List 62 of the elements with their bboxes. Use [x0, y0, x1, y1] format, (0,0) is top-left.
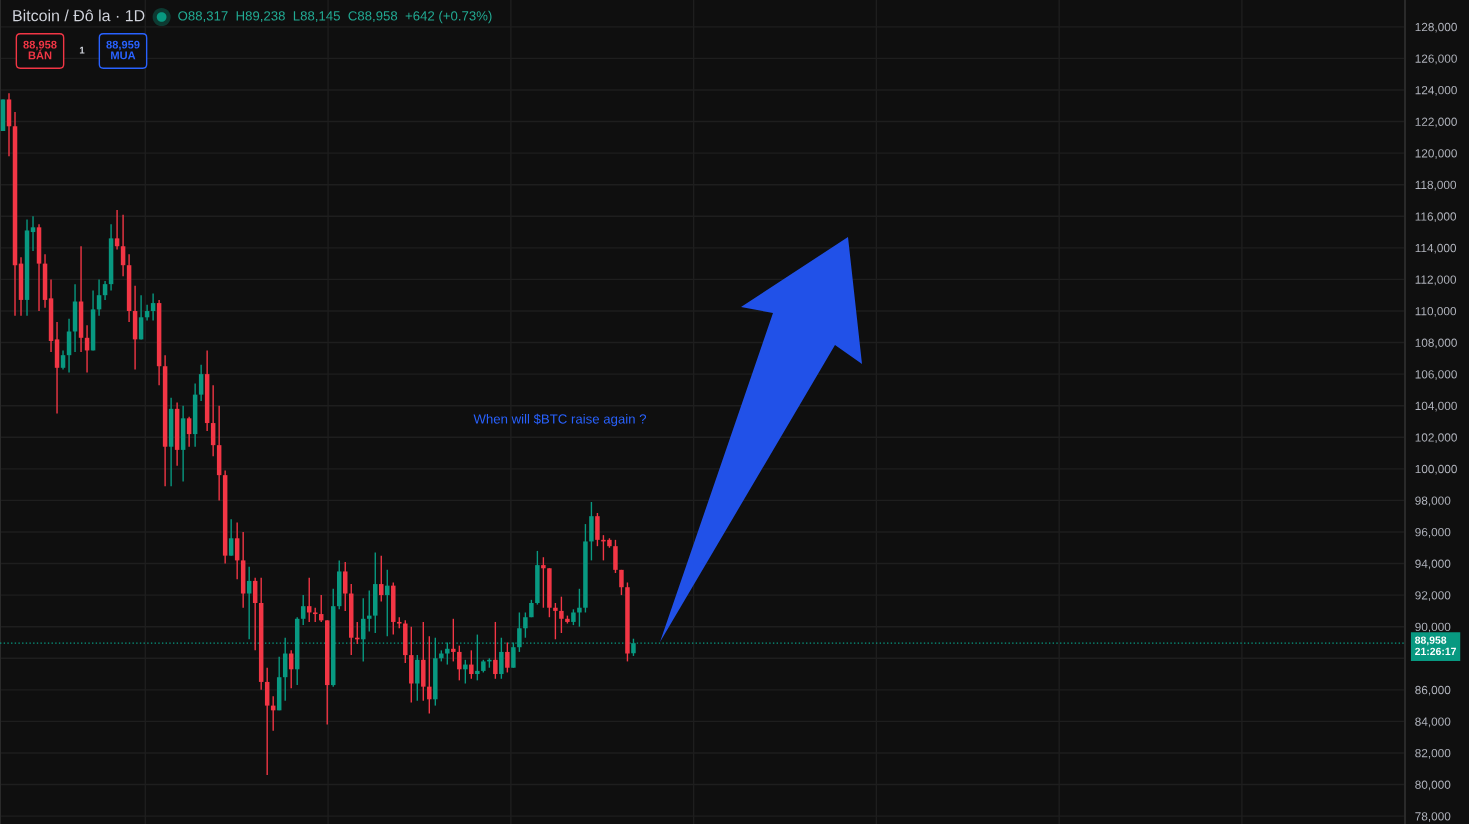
candlestick: [30, 215, 36, 252]
y-tick-label: 82,000: [1415, 749, 1451, 759]
candlestick: [427, 635, 432, 715]
y-tick-label: 100,000: [1415, 464, 1457, 475]
candlestick: [499, 637, 504, 680]
candlestick: [367, 589, 372, 633]
y-tick-label: 90,000: [1415, 622, 1451, 633]
y-tick-label: 92,000: [1415, 591, 1451, 601]
y-tick-label: 126,000: [1415, 54, 1457, 65]
y-tick-label: 120,000: [1415, 149, 1457, 159]
candlestick: [186, 416, 192, 448]
y-tick-label: 112,000: [1415, 275, 1457, 286]
annotation: 88,959 MUA: [106, 40, 140, 60]
ref-line-label: 88,958 21:26:17: [1415, 636, 1456, 656]
y-tick-label: 80,000: [1415, 780, 1451, 791]
candlestick: [523, 611, 528, 639]
candlestick: [505, 641, 510, 674]
candlestick: [385, 569, 390, 637]
y-tick-label: 84,000: [1415, 717, 1451, 728]
y-tick-label: 78,000: [1415, 812, 1451, 822]
candlestick: [264, 667, 270, 776]
candlestick: [469, 649, 474, 680]
y-tick-label: 106,000: [1415, 370, 1457, 380]
candlestick: [300, 594, 306, 626]
candlestick: [342, 561, 348, 612]
candlestick: [246, 566, 252, 641]
y-tick-label: 102,000: [1415, 433, 1457, 444]
text: O88,317 H89,238 L88,145 C88,958 +642 (+0.73%): [178, 10, 492, 24]
candlestick: [66, 318, 72, 374]
y-tick-label: 118,000: [1415, 180, 1457, 191]
candlestick: [415, 654, 420, 702]
candlestick: [463, 659, 468, 685]
y-tick-label: 128,000: [1415, 22, 1457, 33]
y-tick-label: 104,000: [1415, 401, 1457, 412]
y-tick-label: 94,000: [1415, 559, 1451, 570]
y-tick-label: 96,000: [1415, 528, 1451, 538]
candlestick: [619, 569, 624, 596]
y-tick-label: 114,000: [1415, 243, 1457, 254]
candlestick: [613, 539, 618, 574]
candlestick: [228, 518, 234, 557]
chart-title: Bitcoin / Đô la · 1D: [13, 9, 145, 22]
y-tick-label: 110,000: [1415, 307, 1457, 317]
y-tick-label: 122,000: [1415, 117, 1457, 128]
annotation: 1: [79, 46, 85, 54]
candlestick: [559, 595, 564, 634]
candlestick: [493, 621, 498, 680]
candlestick: [379, 554, 384, 603]
candlestick: [60, 349, 66, 371]
y-tick-label: 124,000: [1415, 86, 1457, 96]
y-tick-label: 86,000: [1415, 685, 1451, 696]
candlestick: [595, 512, 600, 547]
candlestick: [198, 363, 204, 402]
candlestick: [457, 644, 462, 682]
candlestick: [541, 556, 546, 609]
candlestick: [577, 588, 582, 628]
annotation: When will $BTC raise again ?: [473, 413, 647, 427]
candlestick: [553, 602, 558, 641]
candlestick: [451, 618, 456, 663]
y-tick-label: 98,000: [1415, 496, 1451, 507]
y-tick-label: 116,000: [1415, 212, 1457, 223]
y-tick-label: 108,000: [1415, 338, 1457, 349]
annotation: 88,958 BÁN: [23, 40, 57, 60]
